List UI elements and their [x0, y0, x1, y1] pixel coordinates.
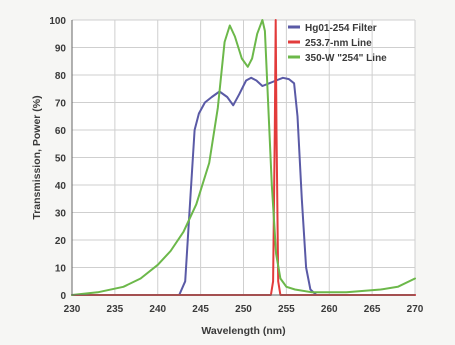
y-tick-label: 30 — [55, 209, 67, 220]
x-axis-title: Wavelength (nm) — [201, 325, 285, 337]
y-tick-label: 70 — [55, 99, 67, 110]
series-line-1 — [71, 76, 416, 296]
x-tick-label: 235 — [107, 304, 124, 315]
y-tick-label: 100 — [49, 16, 66, 27]
y-tick-label: 80 — [55, 71, 67, 82]
x-tick-label: 245 — [192, 304, 209, 315]
legend-label-2: 253.7-nm Line — [305, 38, 372, 49]
x-tick-label: 240 — [149, 304, 166, 315]
legend-label-1: Hg01-254 Filter — [305, 23, 377, 34]
y-axis-title: Transmission, Power (%) — [31, 95, 43, 219]
y-tick-label: 20 — [55, 236, 67, 247]
y-tick-label: 0 — [60, 291, 66, 302]
y-tick-label: 40 — [55, 181, 67, 192]
y-tick-label: 60 — [55, 126, 67, 137]
x-tick-label: 230 — [64, 304, 81, 315]
legend-label-3: 350-W "254" Line — [305, 53, 387, 64]
x-tick-label: 260 — [321, 304, 338, 315]
series-line-2 — [71, 19, 416, 296]
y-tick-label: 10 — [55, 264, 67, 275]
series-line-3 — [71, 19, 416, 296]
x-tick-label: 255 — [278, 304, 295, 315]
y-tick-label: 90 — [55, 44, 67, 55]
x-tick-label: 270 — [407, 304, 424, 315]
y-tick-label: 50 — [55, 154, 67, 165]
x-tick-label: 250 — [235, 304, 252, 315]
x-tick-label: 265 — [364, 304, 381, 315]
